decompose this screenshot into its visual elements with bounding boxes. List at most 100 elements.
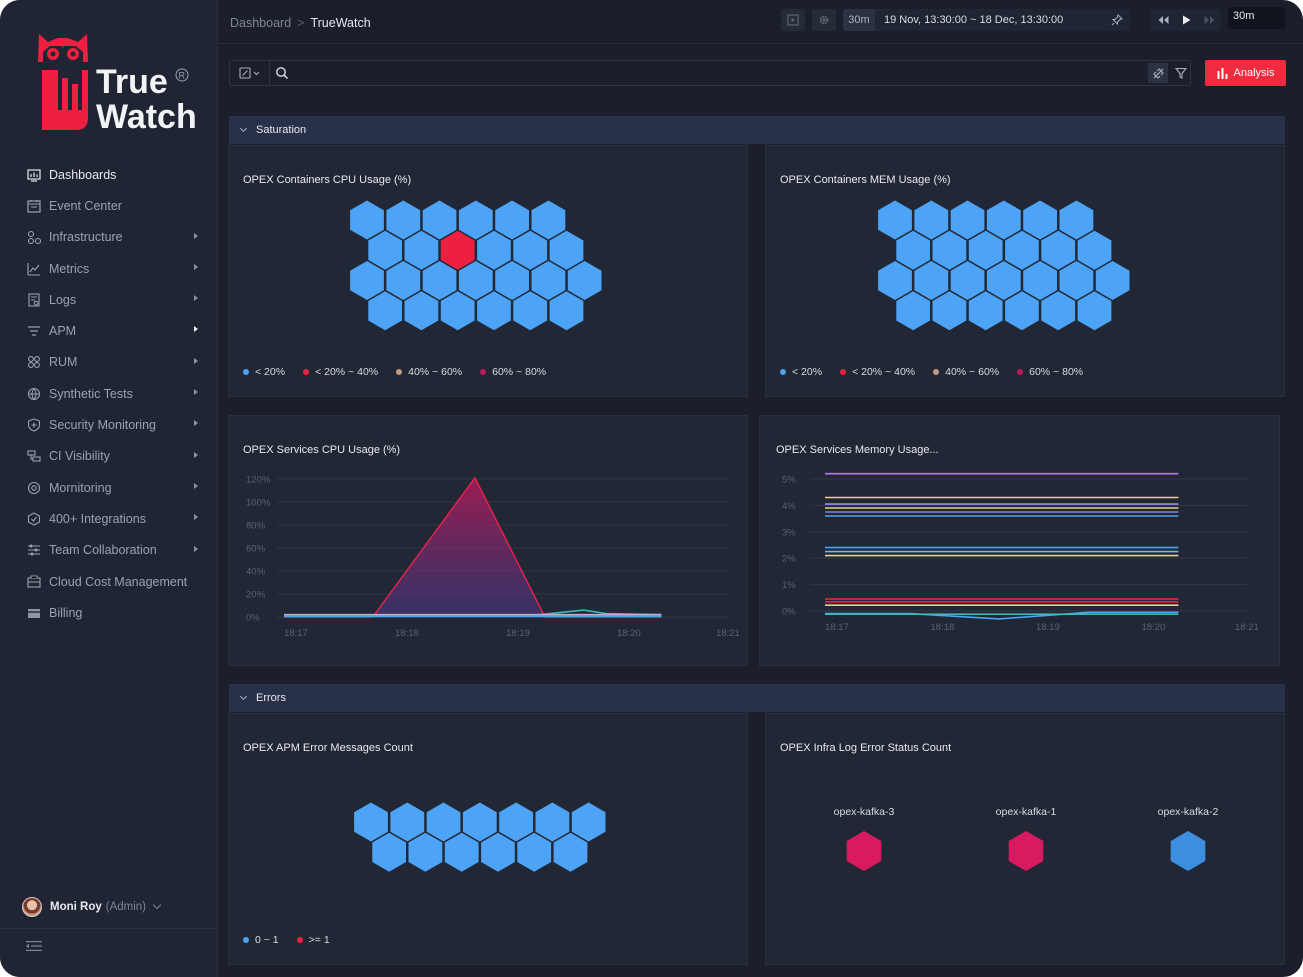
hex-cell[interactable]	[1059, 200, 1094, 240]
sidebar-item-rum[interactable]: RUM	[0, 347, 218, 378]
hex-cell[interactable]	[513, 230, 548, 270]
legend-item[interactable]: 60% ~ 80%	[480, 366, 546, 378]
hex-cell[interactable]	[386, 200, 421, 240]
hex-cell[interactable]	[535, 802, 570, 842]
hex-cell[interactable]	[1041, 230, 1076, 270]
hex-cell[interactable]	[896, 230, 930, 270]
hex-cell[interactable]	[517, 832, 552, 872]
hex-cell[interactable]	[549, 291, 584, 331]
legend-item[interactable]: < 20% ~ 40%	[840, 366, 915, 378]
hex-cell[interactable]	[404, 230, 439, 270]
sidebar-item-apm[interactable]: APM	[0, 315, 218, 346]
sidebar-item-dashboards[interactable]: Dashboards	[0, 159, 218, 190]
sidebar-item-400-integrations[interactable]: 400+ Integrations	[0, 503, 218, 534]
hex-cell[interactable]	[1059, 261, 1094, 300]
hex-cell[interactable]	[986, 200, 1021, 240]
hex-cell[interactable]	[350, 200, 384, 240]
node-hex[interactable]	[846, 831, 882, 871]
hex-cell[interactable]	[914, 200, 949, 240]
time-quick-select[interactable]: 30m	[843, 9, 875, 31]
collapse-sidebar-icon[interactable]	[26, 940, 42, 952]
hex-cell[interactable]	[404, 291, 439, 331]
hex-cell[interactable]	[932, 230, 967, 270]
sidebar-item-infrastructure[interactable]: Infrastructure	[0, 222, 218, 253]
hex-cell[interactable]	[408, 832, 443, 872]
hex-cell[interactable]	[481, 832, 515, 872]
series-line[interactable]	[825, 611, 1179, 620]
hex-cell[interactable]	[444, 832, 479, 872]
panel-services-memory[interactable]: OPEX Services Memory Usage... 5% 4% 3% 2% 1%…	[759, 415, 1280, 666]
hex-cell[interactable]	[531, 200, 566, 240]
hex-cell[interactable]	[440, 291, 475, 331]
hex-cell[interactable]	[422, 200, 457, 240]
legend-item[interactable]: >= 1	[296, 934, 330, 946]
filter-button[interactable]	[1171, 63, 1191, 83]
node-hex[interactable]	[1170, 831, 1206, 871]
time-range-picker[interactable]: 30m 19 Nov, 13:30:00 ~ 18 Dec, 13:30:00	[843, 9, 1131, 31]
legend-item[interactable]: 40% ~ 60%	[933, 366, 999, 378]
hex-cell[interactable]	[458, 261, 493, 300]
truewatch-logo[interactable]: True Watch R	[36, 32, 206, 136]
panel-infra-log-errors[interactable]: OPEX Infra Log Error Status Count opex-k…	[765, 713, 1285, 965]
sidebar-item-synthetic-tests[interactable]: Synthetic Tests	[0, 378, 218, 409]
sidebar-item-logs[interactable]: Logs	[0, 284, 218, 315]
sidebar-item-team-collaboration[interactable]: Team Collaboration	[0, 535, 218, 566]
legend-item[interactable]: < 20% ~ 40%	[303, 366, 378, 378]
legend-item[interactable]: 0 ~ 1	[243, 934, 279, 946]
legend-item[interactable]: 60% ~ 80%	[1017, 366, 1083, 378]
hex-cell[interactable]	[477, 291, 511, 331]
hex-cell[interactable]	[495, 200, 529, 240]
toggle-link-button[interactable]	[1148, 63, 1168, 83]
sidebar-item-billing[interactable]: Billing	[0, 597, 218, 628]
hex-cell[interactable]	[368, 291, 402, 331]
settings-button[interactable]	[812, 9, 836, 31]
hex-cell[interactable]	[1023, 200, 1057, 240]
hex-cell[interactable]	[462, 802, 497, 842]
group-errors[interactable]: Errors	[229, 684, 1285, 712]
legend-item[interactable]: 40% ~ 60%	[396, 366, 462, 378]
sidebar-item-event-center[interactable]: Event Center	[0, 190, 218, 221]
hex-cell[interactable]	[440, 230, 475, 270]
hex-cell[interactable]	[896, 291, 930, 331]
hex-cell[interactable]	[932, 291, 967, 331]
play-icon[interactable]	[1182, 15, 1191, 25]
sidebar-item-security-monitoring[interactable]: Security Monitoring	[0, 409, 218, 440]
hex-cell[interactable]	[1005, 291, 1039, 331]
legend-item[interactable]: < 20%	[243, 366, 285, 378]
group-saturation[interactable]: Saturation	[229, 116, 1285, 144]
pin-icon[interactable]	[1111, 14, 1123, 26]
hex-cell[interactable]	[1041, 291, 1076, 331]
hex-cell[interactable]	[567, 261, 602, 300]
search-input[interactable]	[294, 64, 1134, 82]
hex-cell[interactable]	[1077, 291, 1112, 331]
hex-cell[interactable]	[390, 802, 425, 842]
hex-cell[interactable]	[1023, 261, 1057, 300]
hex-cell[interactable]	[499, 802, 533, 842]
panel-cpu-honeycomb[interactable]: OPEX Containers CPU Usage (%) < 20% < 20%…	[228, 145, 748, 397]
hex-cell[interactable]	[368, 230, 402, 270]
hex-cell[interactable]	[458, 200, 493, 240]
rewind-icon[interactable]	[1158, 15, 1169, 25]
analysis-button[interactable]: Analysis	[1205, 60, 1286, 86]
hex-cell[interactable]	[878, 200, 912, 240]
hex-cell[interactable]	[372, 832, 406, 872]
panel-mem-honeycomb[interactable]: OPEX Containers MEM Usage (%) < 20% < 20%…	[765, 145, 1285, 397]
breadcrumb-parent[interactable]: Dashboard	[230, 16, 292, 30]
hex-cell[interactable]	[1095, 261, 1130, 300]
legend-item[interactable]: < 20%	[780, 366, 822, 378]
hex-cell[interactable]	[477, 230, 511, 270]
sidebar-item-metrics[interactable]: Metrics	[0, 253, 218, 284]
hex-cell[interactable]	[386, 261, 421, 300]
hex-cell[interactable]	[350, 261, 384, 300]
hex-cell[interactable]	[422, 261, 457, 300]
hex-cell[interactable]	[426, 802, 461, 842]
hex-cell[interactable]	[968, 230, 1003, 270]
hex-cell[interactable]	[531, 261, 566, 300]
hex-cell[interactable]	[1077, 230, 1112, 270]
hex-cell[interactable]	[553, 832, 588, 872]
hex-cell[interactable]	[968, 291, 1003, 331]
save-view-button[interactable]	[230, 61, 270, 85]
panel-apm-errors[interactable]: OPEX APM Error Messages Count 0 ~ 1 >= 1	[228, 713, 748, 965]
hex-cell[interactable]	[549, 230, 584, 270]
forward-icon[interactable]	[1204, 15, 1215, 25]
